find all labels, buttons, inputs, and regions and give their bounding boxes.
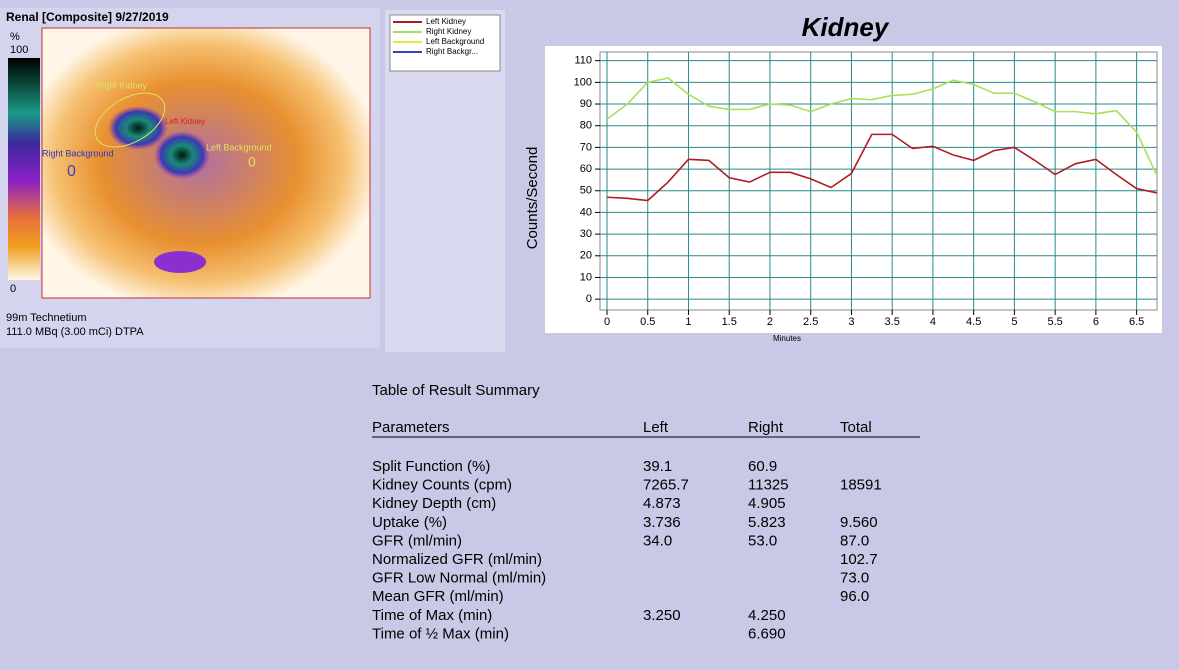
legend-label: Left Kidney xyxy=(426,17,466,26)
table-cell: Mean GFR (ml/min) xyxy=(372,588,504,605)
table-header: Total xyxy=(840,419,872,436)
table-cell: 4.873 xyxy=(643,495,681,512)
scale-min: 0 xyxy=(10,283,16,295)
table-cell: 53.0 xyxy=(748,532,777,549)
table-cell: 5.823 xyxy=(748,514,786,531)
x-tick-label: 0 xyxy=(604,316,610,328)
scale-max: 100 xyxy=(10,44,28,56)
y-tick-label: 70 xyxy=(580,141,592,153)
roi-label: Left Kidney xyxy=(165,117,205,126)
table-cell: 87.0 xyxy=(840,532,869,549)
table-cell: 4.905 xyxy=(748,495,786,512)
scan-title: Renal [Composite] 9/27/2019 xyxy=(6,10,169,24)
table-cell: 7265.7 xyxy=(643,477,689,494)
table-cell: 3.250 xyxy=(643,607,681,624)
y-tick-label: 60 xyxy=(580,163,592,175)
y-tick-label: 100 xyxy=(574,76,592,88)
table-title: Table of Result Summary xyxy=(372,382,540,399)
table-cell: 60.9 xyxy=(748,458,777,475)
isotope: 99m Technetium xyxy=(6,312,87,324)
legend-label: Right Kidney xyxy=(426,27,471,36)
chart-title: Kidney xyxy=(802,12,890,42)
table-cell: Time of Max (min) xyxy=(372,607,492,624)
table-cell: Kidney Counts (cpm) xyxy=(372,477,512,494)
y-tick-label: 50 xyxy=(580,185,592,197)
y-axis-label: Counts/Second xyxy=(524,147,541,250)
y-tick-label: 0 xyxy=(586,293,592,305)
x-tick-label: 4 xyxy=(930,316,936,328)
table-cell: Split Function (%) xyxy=(372,458,490,475)
x-tick-label: 3 xyxy=(848,316,854,328)
left-kidney-uptake xyxy=(154,131,210,179)
legend-label: Left Background xyxy=(426,37,484,46)
x-tick-label: 5 xyxy=(1011,316,1017,328)
table-cell: 102.7 xyxy=(840,551,878,568)
table-cell: 11325 xyxy=(748,477,789,494)
x-tick-label: 2.5 xyxy=(803,316,818,328)
x-tick-label: 2 xyxy=(767,316,773,328)
y-tick-label: 10 xyxy=(580,271,592,283)
y-tick-label: 80 xyxy=(580,120,592,132)
x-tick-label: 3.5 xyxy=(885,316,900,328)
table-cell: 39.1 xyxy=(643,458,672,475)
x-tick-label: 0.5 xyxy=(640,316,655,328)
scale-unit: % xyxy=(10,31,20,43)
table-cell: Kidney Depth (cm) xyxy=(372,495,496,512)
result-table: Table of Result Summary Parameters Left Ri… xyxy=(372,382,920,642)
table-cell: 6.690 xyxy=(748,625,786,642)
table-header: Right xyxy=(748,419,784,436)
chart-panel xyxy=(545,46,1162,333)
x-tick-label: 5.5 xyxy=(1047,316,1062,328)
table-cell: 96.0 xyxy=(840,588,869,605)
table-cell: 34.0 xyxy=(643,532,672,549)
x-tick-label: 6 xyxy=(1093,316,1099,328)
roi-label: Left Background xyxy=(206,142,272,152)
table-cell: GFR (ml/min) xyxy=(372,532,462,549)
table-header: Left xyxy=(643,419,669,436)
table-cell: Normalized GFR (ml/min) xyxy=(372,551,542,568)
roi-mark: 0 xyxy=(248,154,256,170)
table-cell: 3.736 xyxy=(643,514,681,531)
y-tick-label: 20 xyxy=(580,250,592,262)
table-header: Parameters xyxy=(372,419,450,436)
page: Renal [Composite] 9/27/2019 % 100 0 Righ… xyxy=(0,0,1179,670)
bladder-uptake xyxy=(154,251,206,273)
table-cell: Uptake (%) xyxy=(372,514,447,531)
y-tick-label: 90 xyxy=(580,98,592,110)
table-cell: 9.560 xyxy=(840,514,878,531)
x-tick-label: 6.5 xyxy=(1129,316,1144,328)
screen: Renal [Composite] 9/27/2019 % 100 0 Righ… xyxy=(0,0,1179,670)
x-tick-label: 1.5 xyxy=(722,316,737,328)
legend-label: Right Backgr... xyxy=(426,47,478,56)
table-cell: 73.0 xyxy=(840,570,869,587)
y-tick-label: 110 xyxy=(574,55,592,67)
x-axis-label: Minutes xyxy=(773,334,801,343)
dose: 111.0 MBq (3.00 mCi) DTPA xyxy=(6,326,144,338)
x-tick-label: 1 xyxy=(685,316,691,328)
roi-label: Right Background xyxy=(42,148,114,158)
y-tick-label: 40 xyxy=(580,206,592,218)
roi-mark: 0 xyxy=(67,163,76,180)
table-cell: 18591 xyxy=(840,477,882,494)
x-tick-label: 4.5 xyxy=(966,316,981,328)
table-cell: 4.250 xyxy=(748,607,786,624)
color-bar xyxy=(8,58,40,280)
table-cell: GFR Low Normal (ml/min) xyxy=(372,570,546,587)
table-cell: Time of ½ Max (min) xyxy=(372,625,509,642)
y-tick-label: 30 xyxy=(580,228,592,240)
roi-label: Right Kidney xyxy=(96,80,148,90)
